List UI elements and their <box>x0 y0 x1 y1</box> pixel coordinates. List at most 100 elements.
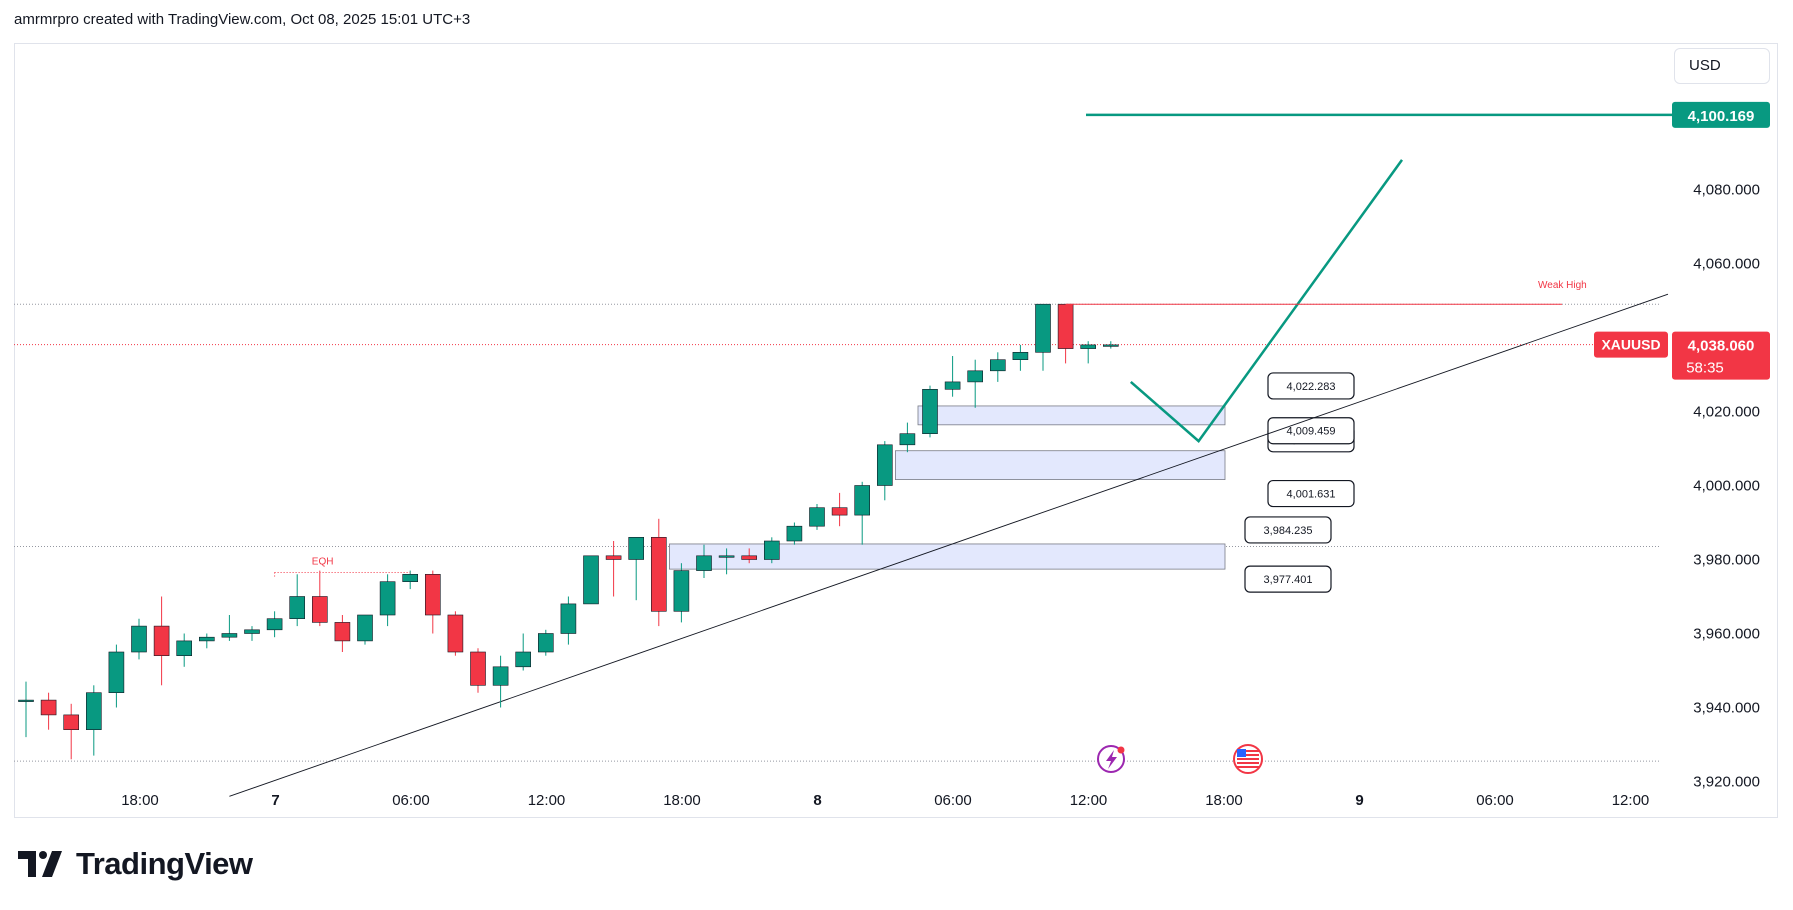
zone-label-box <box>1244 565 1332 593</box>
currency-button[interactable]: USD <box>1674 48 1770 84</box>
candle-body <box>40 699 57 716</box>
zone-label-box <box>1267 479 1355 508</box>
candle-body <box>447 614 464 653</box>
lightning-dot <box>1117 746 1125 754</box>
candle-body <box>673 570 690 612</box>
x-tick-label-9: 9 <box>1355 792 1363 809</box>
tradingview-logo-text: TradingView <box>76 846 253 881</box>
candle-32 <box>741 548 758 564</box>
candle-body <box>628 536 645 560</box>
candle-41 <box>944 356 961 397</box>
candle-body <box>696 555 712 571</box>
candle-24 <box>560 596 577 645</box>
trendline-group <box>229 159 1669 797</box>
y-tick-label-1: 3,940.000 <box>1693 700 1760 717</box>
candle-35 <box>809 504 825 530</box>
y-tick-label-7: 4,060.000 <box>1693 256 1760 273</box>
candle-body <box>289 596 306 620</box>
candle-23 <box>537 629 554 656</box>
current-price-badge <box>1672 331 1770 380</box>
zone-2 <box>669 543 1226 570</box>
zone-1-label-1: 4,001.631 <box>1267 479 1355 508</box>
chart-frame <box>14 43 1778 818</box>
candle-42 <box>967 359 984 408</box>
candle-47 <box>1080 341 1096 364</box>
candle-44 <box>1012 344 1029 371</box>
candle-14 <box>334 615 351 652</box>
trendline <box>229 293 1669 797</box>
candle-body <box>357 614 373 642</box>
zone-label-box <box>1244 516 1332 544</box>
candle-body <box>176 640 192 657</box>
candle-15 <box>357 614 373 645</box>
candle-body <box>131 625 147 653</box>
candle-4 <box>108 644 125 708</box>
y-tick-label-2: 3,960.000 <box>1693 626 1760 643</box>
zone-0 <box>917 405 1226 426</box>
zone-label-box <box>1267 372 1355 400</box>
candle-2 <box>63 703 80 760</box>
zone-label-box <box>1267 417 1355 445</box>
candle-body <box>311 596 328 623</box>
candle-body <box>63 714 80 731</box>
price-badges: 4,100.169 XAUUSD 4,038.060 58:35 <box>1594 101 1770 380</box>
candle-body <box>1080 344 1096 349</box>
candle-27 <box>628 536 645 601</box>
candle-19 <box>447 611 464 656</box>
candle-29 <box>673 563 690 623</box>
candle-9 <box>221 615 238 641</box>
candle-1 <box>40 692 57 730</box>
candle-34 <box>786 522 803 545</box>
zone-label-text: 3,977.401 <box>1264 574 1313 586</box>
candle-20 <box>470 648 486 693</box>
annotations: Weak High EQH <box>274 113 1672 579</box>
lightning-event-icon[interactable] <box>1097 745 1125 773</box>
candle-16 <box>379 574 396 627</box>
x-tick-label-8: 18:00 <box>1205 792 1243 809</box>
candle-17 <box>402 570 419 590</box>
candle-body <box>221 633 238 638</box>
flag-stripe <box>1237 758 1259 760</box>
candle-body <box>605 555 622 560</box>
candle-body <box>18 699 34 702</box>
candle-45 <box>1035 303 1051 371</box>
candle-12 <box>289 574 306 627</box>
candle-body <box>899 433 916 446</box>
flag-stripe <box>1237 754 1259 756</box>
event-icons <box>1097 744 1263 774</box>
candle-28 <box>650 518 667 627</box>
candle-6 <box>153 596 170 686</box>
candle-body <box>470 651 486 686</box>
horizontal-levels <box>14 303 1660 762</box>
candle-48 <box>1103 341 1119 349</box>
candle-body <box>854 485 871 516</box>
candle-body <box>967 370 984 383</box>
candle-5 <box>131 618 147 660</box>
us-flag-event-icon[interactable] <box>1233 744 1263 774</box>
tradingview-logo[interactable]: TradingView <box>18 846 253 882</box>
symbol-text: XAUUSD <box>1601 337 1660 353</box>
candle-body <box>831 507 848 516</box>
order-block-zones: 4,022.2834,016.4234,009.4594,001.6313,98… <box>669 372 1355 593</box>
candle-body <box>922 388 938 434</box>
candle-0 <box>18 681 34 738</box>
candle-body <box>583 555 599 605</box>
candle-18 <box>424 570 441 634</box>
y-tick-label-0: 3,920.000 <box>1693 774 1760 791</box>
candle-22 <box>515 633 532 671</box>
target-price-badge <box>1672 101 1770 128</box>
candle-body <box>199 636 215 642</box>
countdown-text: 58:35 <box>1686 360 1724 377</box>
current-price-text: 4,038.060 <box>1688 338 1755 355</box>
candle-33 <box>763 537 780 564</box>
candle-36 <box>831 492 848 527</box>
candle-body <box>153 625 170 656</box>
candle-body <box>537 633 554 653</box>
candle-3 <box>86 685 102 756</box>
x-tick-label-3: 12:00 <box>528 792 566 809</box>
x-tick-label-5: 8 <box>813 792 821 809</box>
candle-46 <box>1057 303 1074 364</box>
symbol-badge <box>1594 331 1668 358</box>
candle-body <box>334 622 351 642</box>
